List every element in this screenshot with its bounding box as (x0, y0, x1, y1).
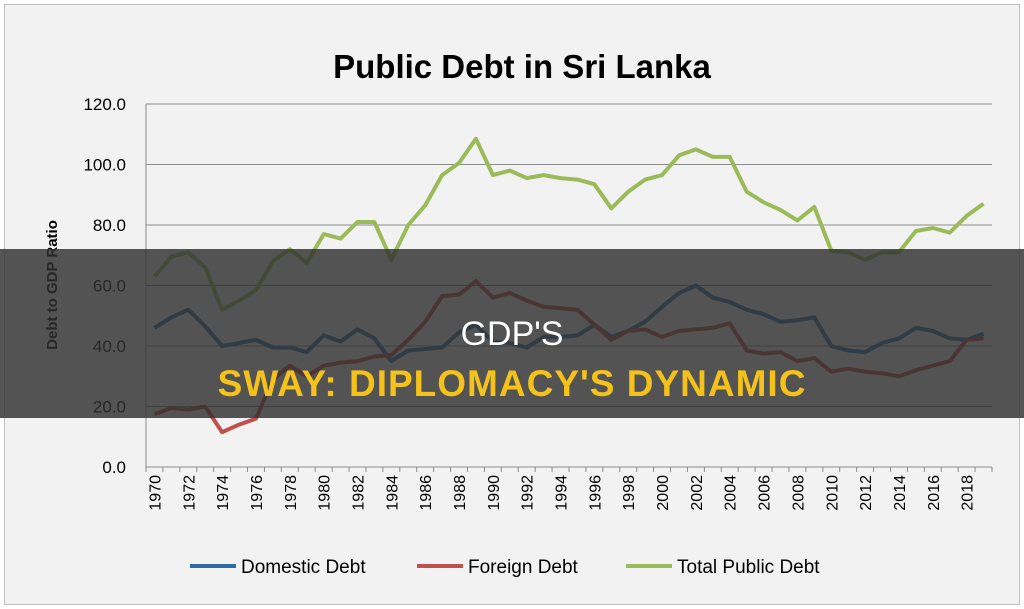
title-banner: GDP'S SWAY: DIPLOMACY'S DYNAMIC (0, 249, 1024, 418)
x-tick-label: 2006 (757, 475, 774, 511)
y-tick-label: 80.0 (93, 216, 126, 235)
banner-line-2: SWAY: DIPLOMACY'S DYNAMIC (217, 363, 807, 404)
x-tick-label: 1998 (621, 475, 638, 511)
chart-title: Public Debt in Sri Lanka (333, 48, 711, 85)
legend-label: Domestic Debt (241, 557, 366, 578)
banner-line-1: GDP'S (460, 315, 564, 353)
x-tick-label: 2002 (689, 475, 706, 511)
y-tick-label: 0.0 (102, 458, 126, 477)
x-tick-label: 2000 (655, 475, 672, 511)
x-tick-label: 1974 (215, 475, 232, 511)
x-tick-label: 2014 (892, 475, 909, 511)
x-tick-label: 1972 (181, 475, 198, 511)
y-tick-label: 120.0 (83, 95, 126, 114)
x-tick-label: 2012 (858, 475, 875, 511)
legend-label: Foreign Debt (468, 557, 579, 578)
x-tick-label: 1996 (587, 475, 604, 511)
x-tick-label: 2004 (723, 475, 740, 511)
x-tick-label: 2010 (824, 475, 841, 511)
x-tick-label: 1988 (452, 475, 469, 511)
x-tick-label: 1982 (351, 475, 368, 511)
x-tick-label: 1986 (418, 475, 435, 511)
x-tick-label: 1978 (283, 475, 300, 511)
x-tick-label: 1984 (384, 475, 401, 511)
x-tick-label: 1970 (147, 475, 164, 511)
x-tick-label: 1992 (520, 475, 537, 511)
legend-label: Total Public Debt (677, 557, 820, 578)
x-tick-label: 1976 (249, 475, 266, 511)
y-tick-label: 100.0 (83, 156, 126, 175)
x-tick-label: 2008 (790, 475, 807, 511)
x-tick-label: 1990 (486, 475, 503, 511)
x-tick-label: 2018 (960, 475, 977, 511)
x-tick-label: 1980 (317, 475, 334, 511)
x-tick-label: 2016 (926, 475, 943, 511)
x-tick-label: 1994 (554, 475, 571, 511)
